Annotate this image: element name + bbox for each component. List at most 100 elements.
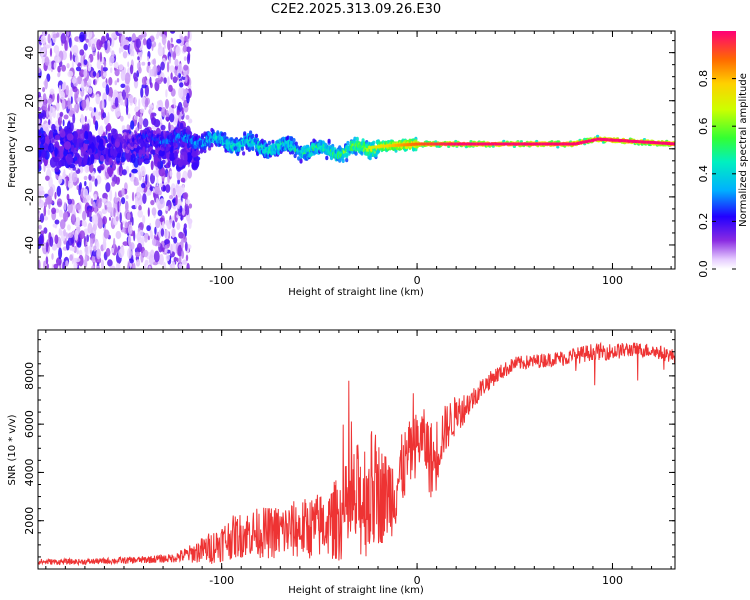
heatmap-cell (47, 33, 51, 44)
heatmap-cell (103, 229, 110, 239)
heatmap-cell (51, 253, 54, 260)
heatmap-cell (520, 142, 524, 146)
heatmap-cell (114, 141, 120, 148)
heatmap-cell (178, 63, 183, 74)
heatmap-cell (142, 118, 149, 128)
heatmap-cell (535, 139, 539, 143)
heatmap-cell (55, 173, 59, 180)
heatmap-cell (158, 107, 163, 112)
heatmap-cell (444, 142, 448, 146)
heatmap-cell (354, 151, 358, 156)
heatmap-cell (150, 173, 155, 184)
heatmap-cell (138, 149, 143, 158)
heatmap-cell (88, 174, 92, 181)
heatmap-cell (57, 72, 61, 78)
heatmap-cell (53, 263, 59, 269)
heatmap-cell (441, 142, 445, 146)
heatmap-cell (167, 204, 171, 212)
heatmap-cell (400, 143, 404, 147)
heatmap-cell (470, 142, 474, 146)
heatmap-cell (56, 93, 60, 104)
heatmap-cell (172, 220, 175, 228)
heatmap-cell (83, 68, 88, 78)
heatmap-cell (65, 85, 70, 96)
heatmap-cell (55, 56, 61, 64)
heatmap-cell (65, 232, 69, 240)
heatmap-cell (160, 124, 166, 131)
heatmap-cell (140, 165, 146, 177)
heatmap-cell (137, 56, 140, 61)
heatmap-cell (72, 113, 76, 124)
heatmap-cell (122, 241, 129, 247)
heatmap-cell (145, 174, 148, 185)
heatmap-cell (579, 141, 583, 145)
heatmap-cell (558, 142, 562, 146)
heatmap-cell (66, 62, 70, 69)
heatmap-cell (78, 156, 83, 167)
heatmap-cell (179, 82, 184, 88)
heatmap-cell (46, 110, 49, 118)
heatmap-cell (74, 229, 79, 241)
heatmap-cell (117, 201, 120, 213)
heatmap-cell (145, 143, 150, 148)
x-tick-label: -100 (209, 274, 234, 287)
heatmap-cell (148, 190, 152, 196)
snr-ylabel: SNR (10 * v/v) (7, 414, 18, 485)
heatmap-cell (176, 39, 182, 44)
heatmap-cell (153, 119, 161, 128)
heatmap-cell (166, 61, 170, 73)
heatmap-cell (63, 168, 66, 178)
heatmap-cell (325, 155, 329, 161)
heatmap-cell (44, 56, 50, 66)
heatmap-cell (388, 144, 392, 148)
heatmap-cell (88, 106, 93, 111)
heatmap-cell (345, 153, 349, 159)
heatmap-cell (120, 69, 126, 82)
heatmap-cell (80, 115, 85, 125)
heatmap-cell (124, 96, 127, 107)
heatmap-cell (67, 224, 71, 231)
colorbar-ticks: 0.0 0.2 0.4 0.6 0.8 (697, 70, 736, 278)
heatmap-cell (99, 198, 102, 203)
heatmap-cell (614, 138, 618, 142)
heatmap-cell (38, 112, 44, 119)
heatmap-cell (102, 112, 107, 119)
heatmap-cell (104, 115, 109, 126)
heatmap-cell (42, 102, 48, 111)
heatmap-cell (139, 108, 145, 114)
heatmap-cell (185, 114, 190, 120)
heatmap-cell (146, 38, 152, 50)
heatmap-cell (135, 259, 141, 267)
heatmap-cell (38, 224, 42, 230)
heatmap-cell (187, 31, 190, 40)
heatmap-cell (148, 254, 154, 266)
heatmap-cell (58, 247, 63, 260)
heatmap-cell (220, 132, 225, 137)
heatmap-cell (147, 207, 150, 217)
heatmap-cell (38, 150, 42, 158)
heatmap-cell (608, 138, 612, 142)
heatmap-cell (169, 219, 173, 224)
heatmap-cell (159, 253, 164, 266)
heatmap-cell (172, 141, 176, 147)
heatmap-cell (134, 143, 138, 149)
y-tick-label: 8000 (23, 362, 36, 390)
heatmap-cell (186, 92, 190, 104)
heatmap-cell (81, 99, 87, 109)
x-tick-label: 0 (414, 274, 421, 287)
heatmap-cell (118, 165, 122, 173)
heatmap-cell (95, 114, 101, 120)
spectrogram-ylabel: Frequency (Hz) (7, 112, 18, 188)
heatmap-cell (61, 82, 66, 91)
spectrogram-panel: -100 0 100 -40 -20 0 20 40 Height of straight l… (7, 30, 676, 298)
heatmap-cell (135, 197, 138, 209)
heatmap-cell (108, 76, 113, 86)
heatmap-cell (147, 61, 151, 66)
heatmap-cell (43, 227, 48, 234)
heatmap-cell (105, 247, 111, 257)
heatmap-cell (96, 265, 100, 269)
heatmap-cell (108, 157, 113, 166)
heatmap-cell (181, 96, 186, 102)
heatmap-cell (100, 64, 104, 77)
heatmap-cell (52, 223, 58, 228)
